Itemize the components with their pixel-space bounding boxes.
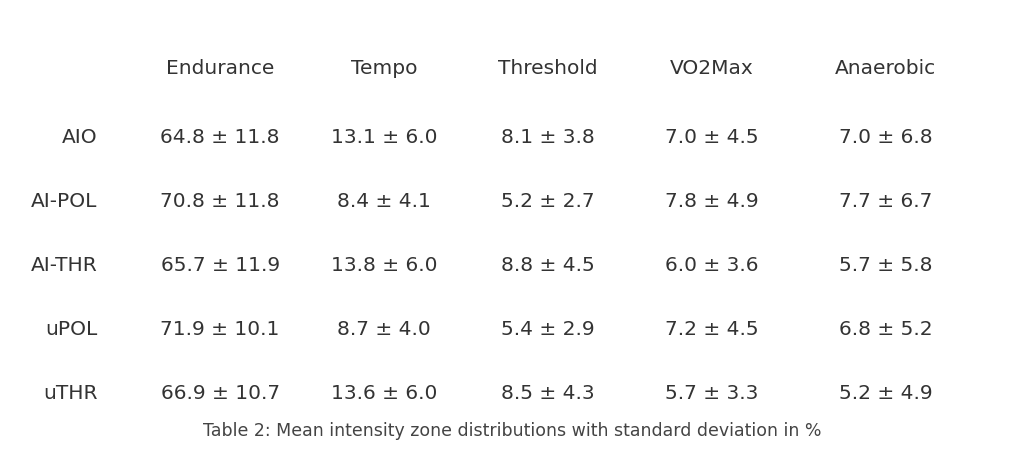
Text: 13.8 ± 6.0: 13.8 ± 6.0 [331,256,437,275]
Text: 70.8 ± 11.8: 70.8 ± 11.8 [161,192,280,211]
Text: AIO: AIO [61,128,97,147]
Text: 7.7 ± 6.7: 7.7 ± 6.7 [839,192,933,211]
Text: 66.9 ± 10.7: 66.9 ± 10.7 [161,384,280,403]
Text: Endurance: Endurance [166,59,274,78]
Text: 7.2 ± 4.5: 7.2 ± 4.5 [665,320,759,339]
Text: 8.4 ± 4.1: 8.4 ± 4.1 [337,192,431,211]
Text: 13.1 ± 6.0: 13.1 ± 6.0 [331,128,437,147]
Text: 13.6 ± 6.0: 13.6 ± 6.0 [331,384,437,403]
Text: 7.0 ± 6.8: 7.0 ± 6.8 [839,128,933,147]
Text: 8.8 ± 4.5: 8.8 ± 4.5 [501,256,595,275]
Text: uPOL: uPOL [45,320,97,339]
Text: Threshold: Threshold [498,59,598,78]
Text: AI-POL: AI-POL [31,192,97,211]
Text: 5.7 ± 5.8: 5.7 ± 5.8 [839,256,933,275]
Text: 64.8 ± 11.8: 64.8 ± 11.8 [161,128,280,147]
Text: 7.8 ± 4.9: 7.8 ± 4.9 [665,192,759,211]
Text: 5.4 ± 2.9: 5.4 ± 2.9 [501,320,595,339]
Text: 8.5 ± 4.3: 8.5 ± 4.3 [501,384,595,403]
Text: 6.0 ± 3.6: 6.0 ± 3.6 [665,256,759,275]
Text: 5.2 ± 2.7: 5.2 ± 2.7 [501,192,595,211]
Text: 5.7 ± 3.3: 5.7 ± 3.3 [665,384,759,403]
Text: 5.2 ± 4.9: 5.2 ± 4.9 [839,384,933,403]
Text: 6.8 ± 5.2: 6.8 ± 5.2 [839,320,933,339]
Text: Tempo: Tempo [351,59,417,78]
Text: Anaerobic: Anaerobic [836,59,936,78]
Text: 7.0 ± 4.5: 7.0 ± 4.5 [665,128,759,147]
Text: 8.7 ± 4.0: 8.7 ± 4.0 [337,320,431,339]
Text: 8.1 ± 3.8: 8.1 ± 3.8 [501,128,595,147]
Text: uTHR: uTHR [43,384,97,403]
Text: 71.9 ± 10.1: 71.9 ± 10.1 [161,320,280,339]
Text: VO2Max: VO2Max [670,59,754,78]
Text: Table 2: Mean intensity zone distributions with standard deviation in %: Table 2: Mean intensity zone distributio… [203,422,821,440]
Text: 65.7 ± 11.9: 65.7 ± 11.9 [161,256,280,275]
Text: AI-THR: AI-THR [31,256,97,275]
